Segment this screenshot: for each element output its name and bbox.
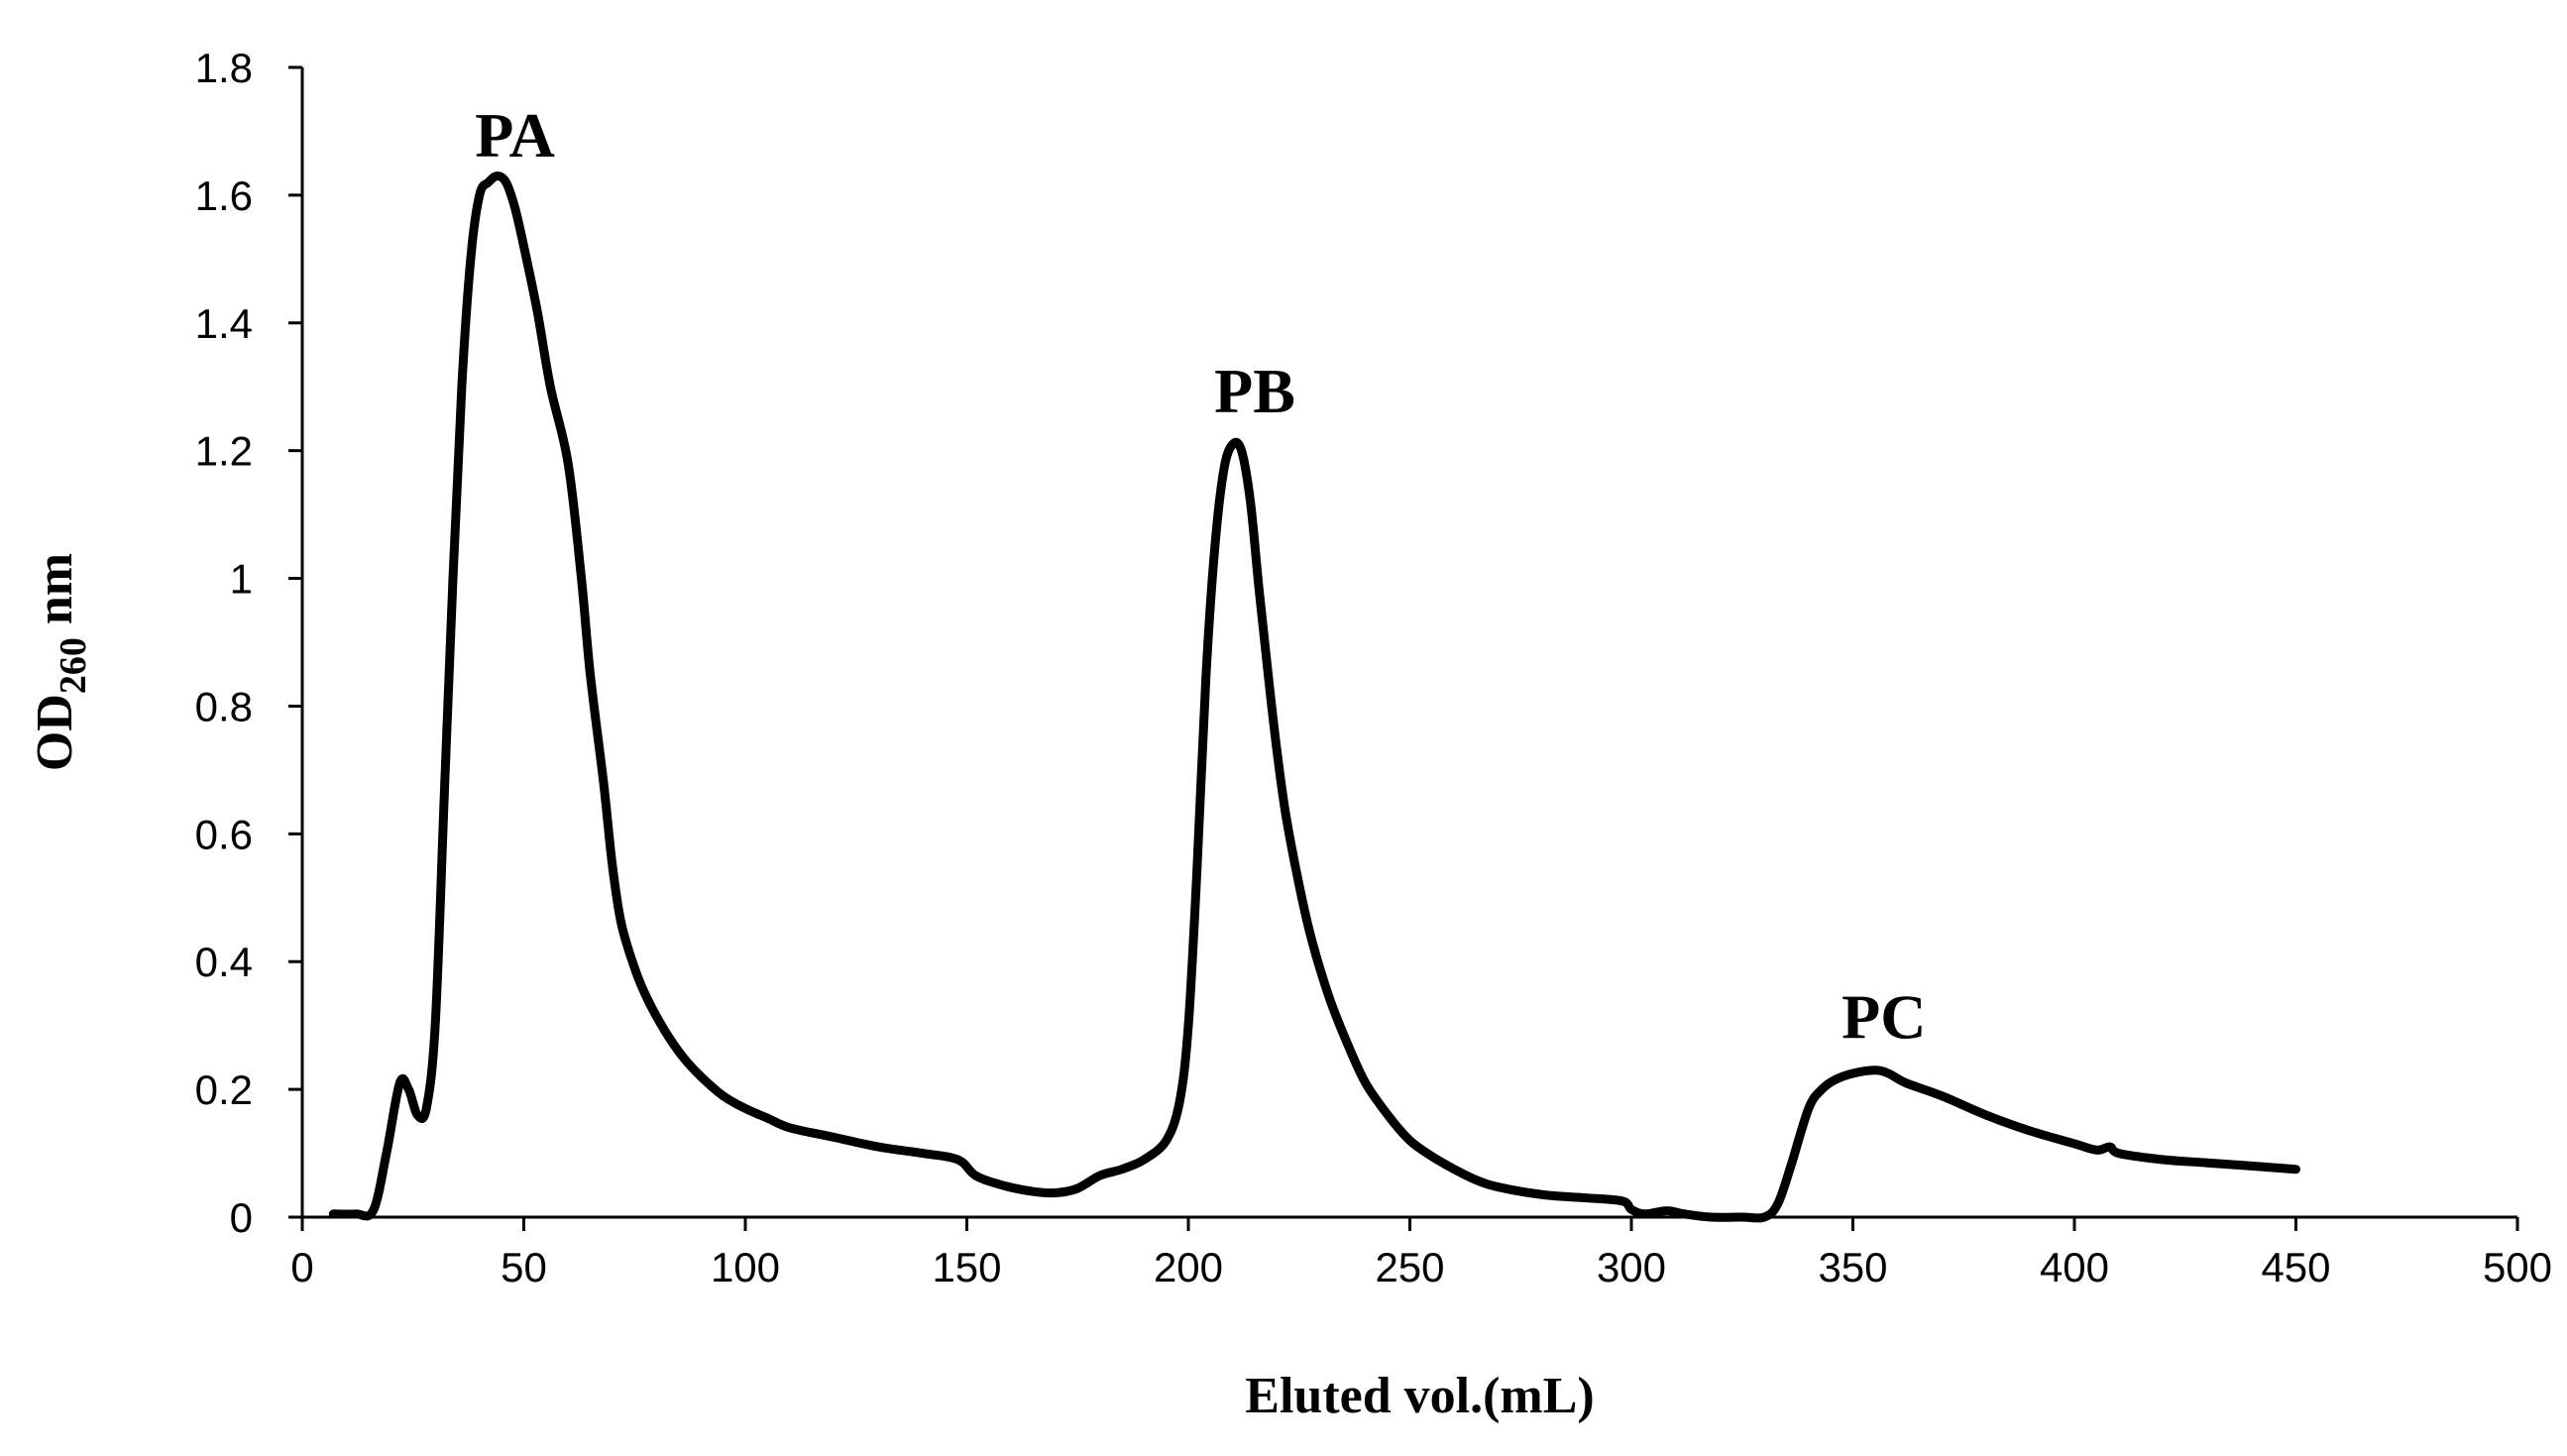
peak-annotations: PA PB PC	[475, 100, 1926, 1052]
y-axis-title-unit: nm	[27, 553, 83, 637]
x-tick-label: 300	[1597, 1244, 1666, 1290]
x-tick-label: 350	[1818, 1244, 1887, 1290]
x-axis-ticks: 0 50 100 150 200 250 300 350 400 450 500	[290, 1217, 2552, 1290]
x-tick-label: 100	[711, 1244, 780, 1290]
y-axis-ticks: 0 0.2 0.4 0.6 0.8 1 1.2 1.4 1.6 1.8	[195, 45, 302, 1241]
series-layer	[328, 171, 2300, 1223]
x-axis-title: Eluted vol.(mL)	[1245, 1368, 1594, 1424]
x-tick-label: 50	[501, 1244, 547, 1290]
peak-label: PC	[1842, 982, 1926, 1053]
y-axis-title-main: OD	[27, 694, 83, 771]
peak-label: PB	[1214, 356, 1295, 426]
x-tick-label: 400	[2040, 1244, 2109, 1290]
x-tick-label: 200	[1154, 1244, 1223, 1290]
x-tick-label: 150	[932, 1244, 1001, 1290]
series-line-od260	[328, 171, 2300, 1223]
y-tick-label: 0.6	[195, 811, 253, 857]
x-tick-label: 250	[1375, 1244, 1444, 1290]
y-tick-label: 1	[230, 556, 253, 603]
y-tick-label: 0.8	[195, 683, 253, 729]
y-tick-label: 0.4	[195, 939, 253, 985]
y-tick-label: 0	[230, 1194, 253, 1241]
x-tick-label: 500	[2483, 1244, 2552, 1290]
y-tick-label: 0.2	[195, 1066, 253, 1113]
y-tick-label: 1.2	[195, 428, 253, 475]
x-tick-label: 0	[290, 1244, 313, 1290]
axes	[300, 67, 2517, 1219]
y-tick-label: 1.4	[195, 300, 253, 347]
y-tick-label: 1.8	[195, 45, 253, 91]
y-tick-label: 1.6	[195, 172, 253, 219]
x-tick-label: 450	[2261, 1244, 2330, 1290]
peak-label: PA	[475, 100, 555, 170]
y-axis-title-subscript: 260	[53, 637, 94, 694]
y-axis-title: OD260 nm	[27, 553, 94, 771]
